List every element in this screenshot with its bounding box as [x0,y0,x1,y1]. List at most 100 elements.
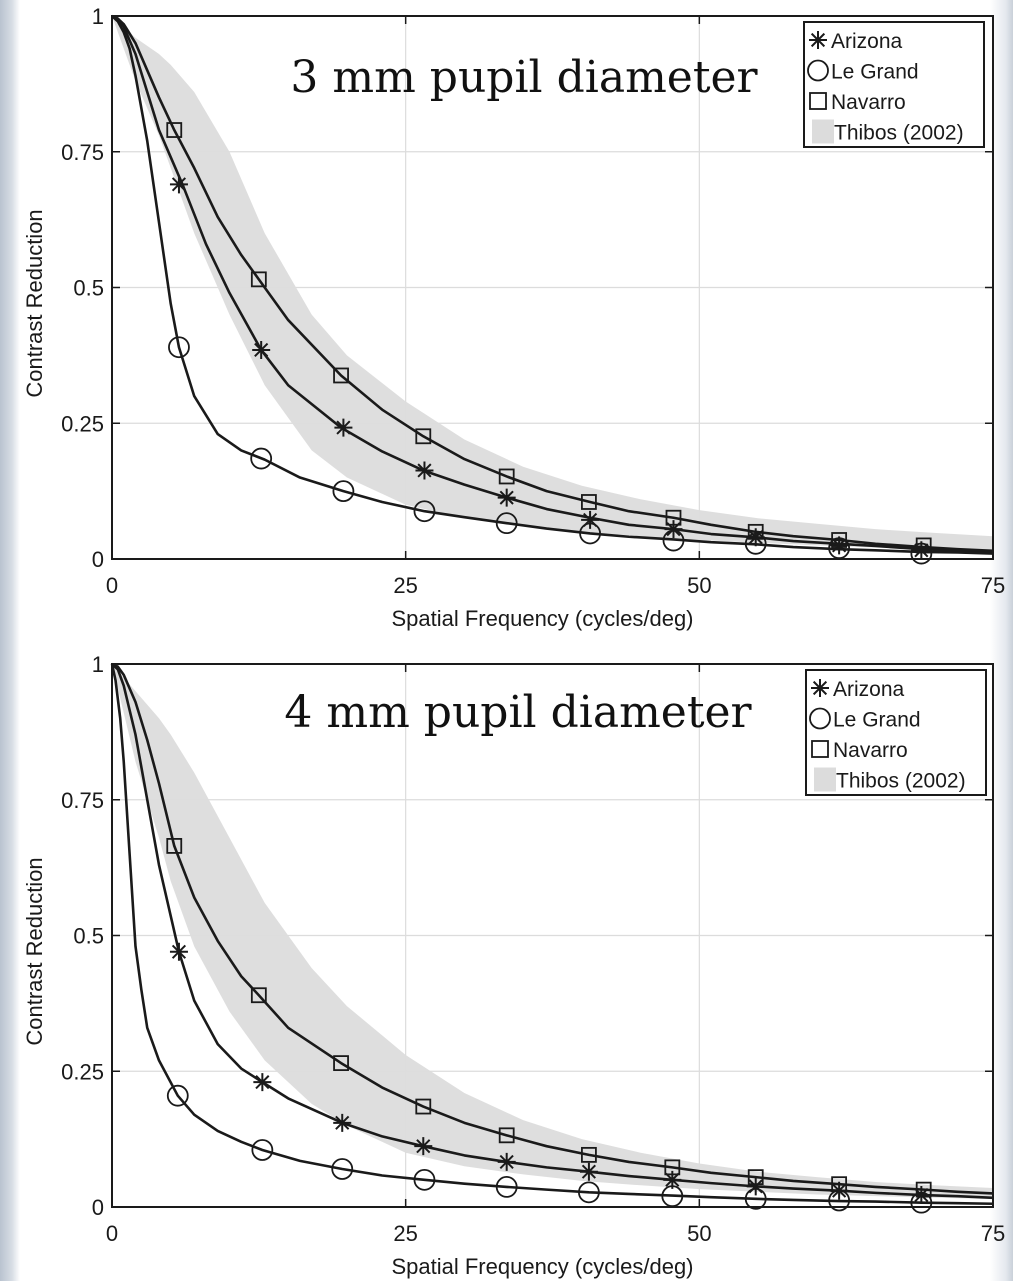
x-tick-label: 25 [393,1221,417,1246]
x-tick-label: 0 [106,573,118,598]
square-marker [498,468,515,485]
x-tick-label: 50 [687,573,711,598]
thibos-band [112,16,993,551]
chart-title: 4 mm pupil diameter [284,687,752,738]
legend: Arizona Le Grand Navarro Thibos (2002) [803,21,985,148]
chart-title: 3 mm pupil diameter [290,52,758,103]
square-marker [166,838,183,854]
series-navarro [111,662,994,1198]
star-marker [664,520,683,539]
y-tick-label: 0.25 [61,411,104,436]
y-tick-label: 0 [92,1195,104,1220]
legend-circle-icon [809,707,831,730]
circle-marker [910,542,933,565]
series-arizona [111,14,994,560]
legend-label: Arizona [833,678,905,701]
star-marker [830,536,849,555]
star-marker [334,418,353,437]
y-tick-label: 1 [92,652,104,677]
star-marker [579,1162,598,1181]
x-tick-label: 50 [687,1221,711,1246]
square-marker [664,1159,681,1176]
circle-marker [578,1181,600,1204]
star-marker [746,528,765,547]
square-marker [498,1127,515,1144]
square-marker [831,1176,848,1193]
circle-marker [910,1191,933,1214]
y-tick-label: 0.5 [73,924,104,949]
y-axis-label: Contrast Reduction [22,209,47,397]
circle-marker [413,1168,436,1191]
square-marker [250,987,267,1004]
star-marker [497,488,516,507]
square-marker [747,523,764,540]
square-marker [581,1146,597,1163]
series-line [111,662,994,1195]
legend-star-icon [809,31,827,49]
circle-marker [744,1187,767,1210]
x-tick-label: 75 [981,573,1005,598]
x-axis-label: Spatial Frequency (cycles/deg) [391,1254,693,1279]
legend-label: Thibos (2002) [834,122,964,145]
legend-band-swatch [812,119,834,144]
square-marker [915,537,932,554]
star-marker [746,1177,765,1196]
circle-marker [579,522,601,545]
star-marker [253,1073,272,1092]
star-marker [252,340,271,359]
x-tick-label: 25 [393,573,417,598]
series-le-grand [111,15,994,565]
series-line [110,663,994,1206]
thibos-band [112,664,993,1199]
circle-marker [744,532,767,555]
legend-circle-icon [807,59,829,82]
star-marker [169,175,188,194]
series-le-grand [110,663,994,1214]
star-marker [581,510,600,529]
star-marker [912,1186,931,1205]
legend-square-icon [809,92,827,110]
x-tick-label: 75 [981,1221,1005,1246]
star-marker [415,461,434,480]
circle-marker [250,447,273,470]
circle-marker [413,500,436,523]
series-navarro [111,14,994,554]
square-marker [915,1181,932,1198]
circle-marker [168,336,190,359]
y-tick-label: 0.75 [61,788,104,813]
legend-star-icon [811,679,829,697]
y-tick-label: 1 [92,4,104,29]
circle-marker [332,480,355,503]
circle-marker [251,1139,274,1161]
square-marker [831,532,848,548]
square-marker [166,122,183,138]
star-marker [333,1113,352,1132]
x-tick-label: 0 [106,1221,118,1246]
series-line [111,15,994,555]
legend-label: Navarro [831,91,906,114]
square-marker [415,428,432,445]
square-marker [581,494,597,510]
series-line [111,14,994,553]
circle-marker [166,1084,189,1107]
legend-label: Thibos (2002) [836,770,966,793]
square-marker [415,1098,432,1115]
legend-label: Arizona [831,30,903,53]
legend-label: Le Grand [831,61,919,84]
star-marker [414,1137,433,1156]
y-tick-label: 0.25 [61,1059,104,1084]
circle-marker [495,1176,518,1198]
y-tick-label: 0.75 [61,140,104,165]
circle-marker [495,512,518,535]
series-arizona [111,663,994,1205]
legend: Arizona Le Grand Navarro Thibos (2002) [805,669,987,796]
star-marker [663,1170,682,1189]
star-marker [912,541,931,560]
panel-4mm: 0 25 50 75 0 0.25 0.5 0.75 1 Spatial Frequency (c… [22,652,1005,1279]
star-marker [497,1152,516,1171]
circle-marker [662,529,685,552]
y-tick-label: 0 [92,547,104,572]
x-axis-label: Spatial Frequency (cycles/deg) [391,606,693,631]
legend-band-swatch [814,767,836,792]
